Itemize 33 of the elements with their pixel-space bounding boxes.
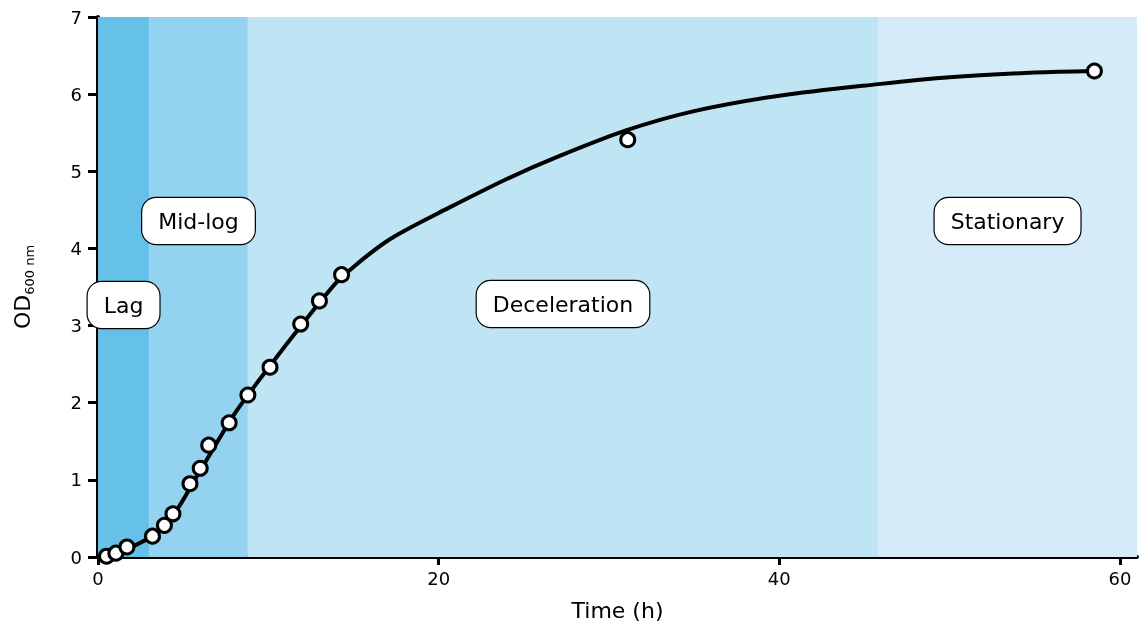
x-axis-title: Time (h): [570, 597, 664, 623]
x-tick-label: 40: [767, 567, 791, 589]
band-label: Stationary: [950, 208, 1065, 234]
x-tick-label: 20: [427, 567, 451, 589]
y-tick-label: 6: [70, 83, 82, 105]
point: [200, 436, 218, 454]
band-label: Mid-log: [158, 208, 239, 234]
y-tick-label: 0: [70, 546, 82, 568]
point: [220, 414, 238, 432]
point: [144, 527, 161, 545]
point: [619, 131, 637, 149]
y-axis-title: OD600 nm: [10, 244, 37, 330]
point: [1085, 62, 1103, 80]
y-tick-label: 3: [70, 315, 82, 337]
point: [191, 459, 209, 477]
point: [261, 358, 279, 376]
band-label: Lag: [103, 292, 144, 318]
point: [155, 516, 173, 534]
x-tick-label: 0: [92, 567, 104, 589]
point: [292, 315, 310, 333]
x-tick-label: 60: [1108, 567, 1132, 589]
y-tick-label: 2: [70, 392, 82, 414]
point: [239, 386, 257, 404]
point: [164, 505, 182, 523]
band-label: Deceleration: [492, 291, 634, 317]
point: [181, 475, 199, 493]
point: [310, 292, 328, 310]
point: [333, 266, 351, 284]
y-tick-label: 5: [70, 160, 82, 182]
y-tick-label: 1: [70, 469, 82, 491]
y-tick-label: 4: [70, 237, 82, 259]
point: [118, 538, 136, 556]
y-tick-label: 7: [70, 6, 82, 28]
